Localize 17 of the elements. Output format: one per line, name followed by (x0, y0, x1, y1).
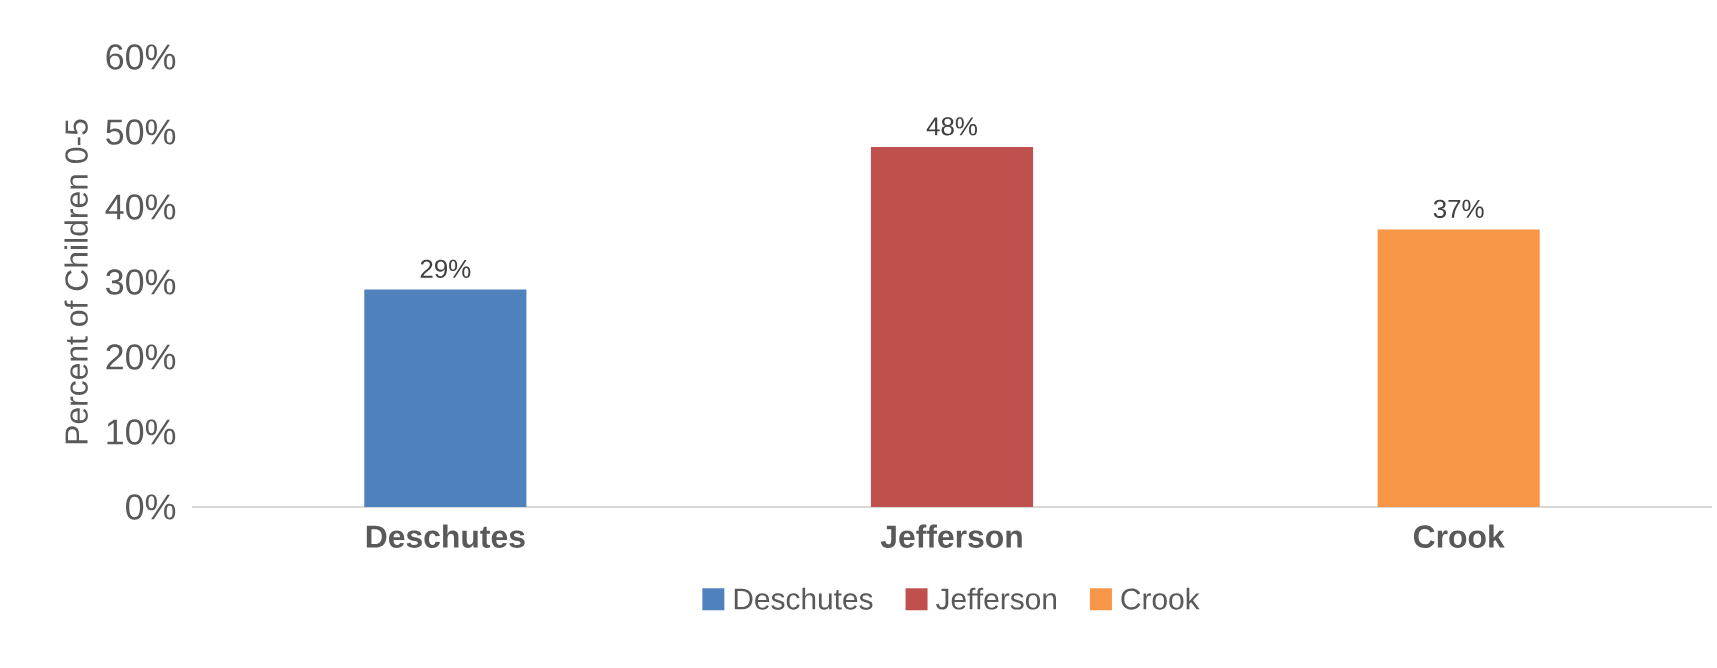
x-tick-label: Jefferson (880, 524, 1022, 548)
data-label: 48% (926, 117, 977, 136)
y-tick-label: 20% (106, 344, 176, 370)
x-tick-label: Crook (1413, 524, 1505, 548)
y-tick-label: 30% (106, 269, 176, 295)
y-tick-label: 50% (106, 119, 176, 145)
y-axis-title: Percent of Children 0-5 (64, 119, 88, 444)
legend-label: Jefferson (936, 587, 1056, 610)
y-tick-label: 10% (107, 419, 176, 445)
legend-label: Crook (1121, 587, 1200, 610)
data-label: 29% (420, 259, 471, 278)
y-tick-label: 0% (126, 494, 176, 520)
x-tick-label: Deschutes (366, 524, 525, 548)
y-tick-label: 40% (105, 194, 176, 220)
data-label: 37% (1433, 199, 1484, 218)
y-tick-label: 60% (106, 44, 176, 70)
legend-label: Deschutes (734, 587, 873, 610)
